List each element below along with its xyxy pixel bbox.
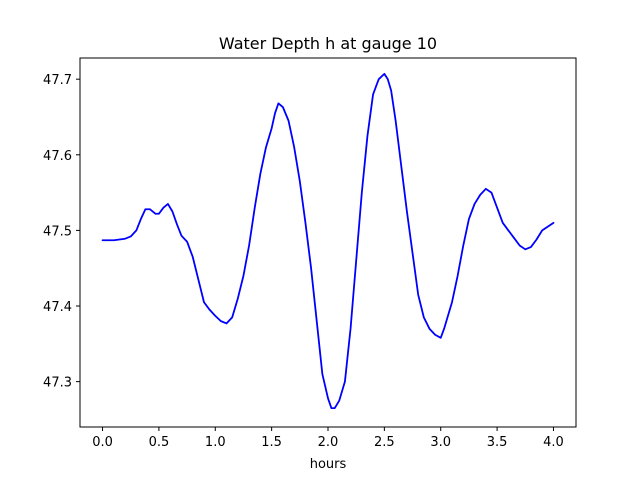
x-tick-label: 1.5: [261, 435, 282, 450]
x-axis-ticks: 0.0 0.5 1.0 1.5 2.0 2.5 3.0 3.5 4.0: [92, 427, 564, 450]
x-tick-label: 0.0: [92, 435, 113, 450]
y-tick-label: 47.5: [43, 224, 72, 239]
series-line: [101, 72, 555, 409]
x-axis-label: hours: [310, 457, 347, 472]
y-tick-label: 47.4: [43, 300, 72, 315]
y-axis-ticks: 47.3 47.4 47.5 47.6 47.7: [43, 73, 80, 391]
chart-title: Water Depth h at gauge 10: [219, 34, 437, 53]
x-tick-label: 1.0: [205, 435, 226, 450]
x-tick-label: 0.5: [149, 435, 170, 450]
y-tick-label: 47.7: [43, 73, 72, 88]
plot-frame: [79, 57, 577, 428]
x-tick-label: 3.5: [487, 435, 508, 450]
y-tick-label: 47.6: [43, 149, 72, 164]
x-tick-label: 2.0: [318, 435, 339, 450]
x-tick-label: 3.0: [430, 435, 451, 450]
y-tick-label: 47.3: [43, 376, 72, 391]
x-tick-label: 2.5: [374, 435, 395, 450]
x-tick-label: 4.0: [543, 435, 564, 450]
